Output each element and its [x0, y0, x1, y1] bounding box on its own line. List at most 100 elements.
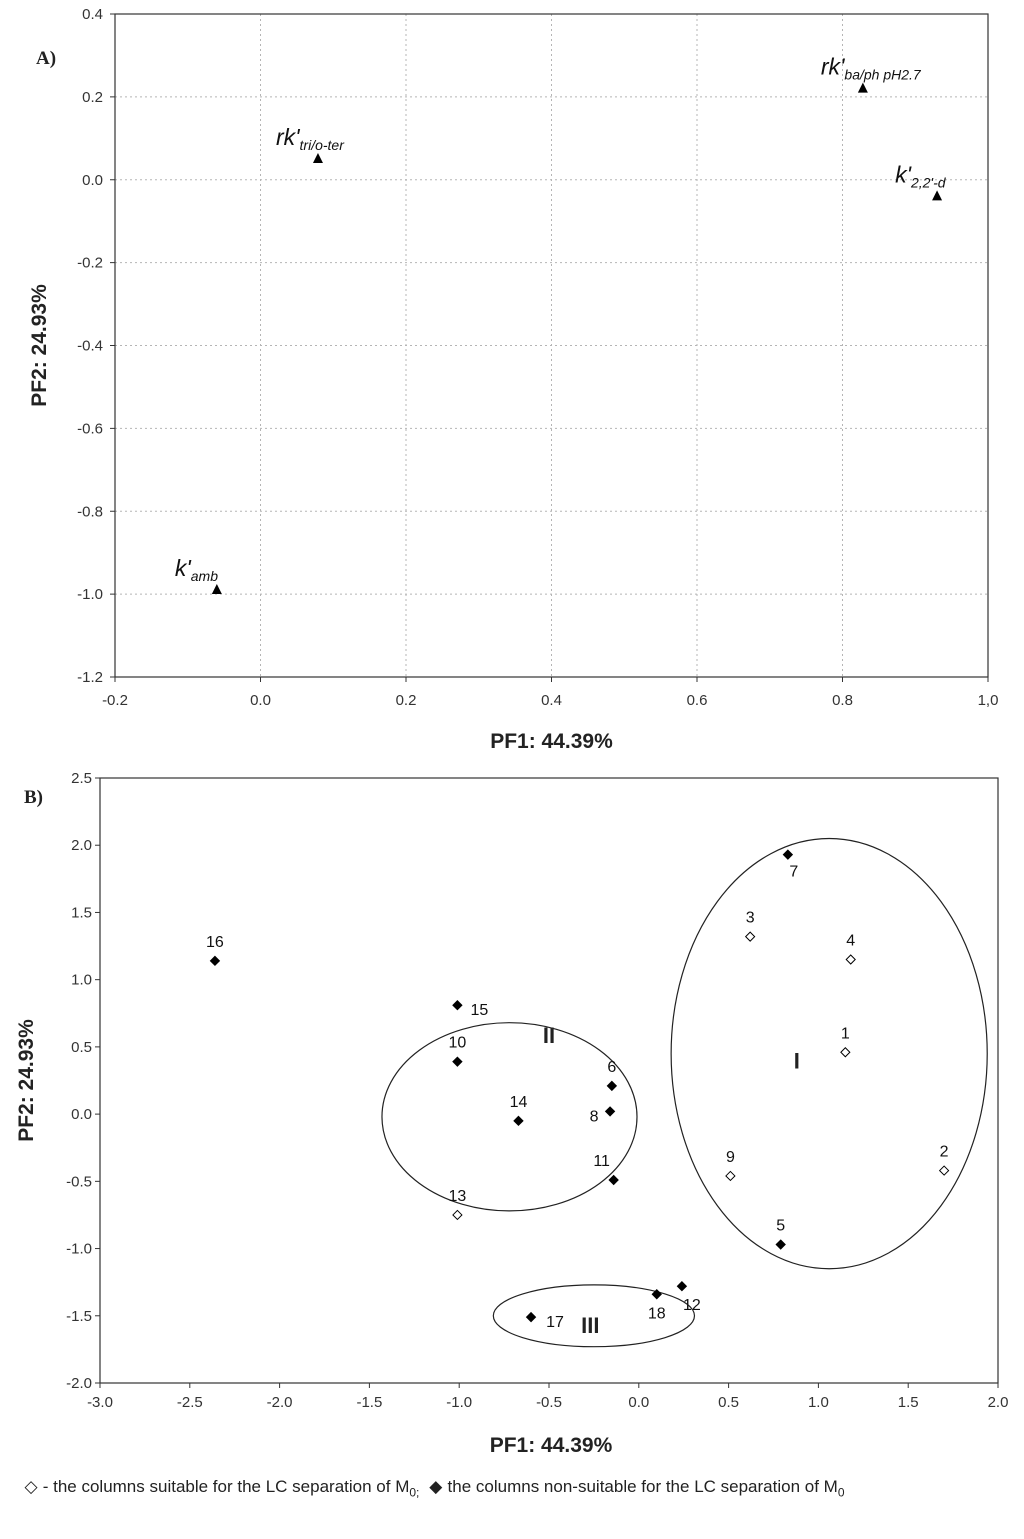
b-group-ellipse: [670, 837, 988, 1270]
b-point-label: 18: [648, 1305, 666, 1322]
b-filled-diamond-marker: [452, 1056, 463, 1067]
a-triangle-marker: [932, 190, 943, 201]
b-point-label: 3: [746, 910, 755, 927]
a-y-tick-label: -0.8: [77, 503, 103, 520]
b-x-tick-label: -2.5: [177, 1394, 203, 1411]
b-point-label: 6: [607, 1059, 616, 1076]
b-plot-frame: [99, 777, 999, 1384]
b-point-label: 11: [593, 1153, 610, 1170]
a-variable-sub: ba/ph pH2.7: [844, 67, 921, 83]
b-group-ellipse: [381, 1022, 638, 1212]
b-x-tick-label: 0.5: [718, 1394, 739, 1411]
b-filled-diamond-marker: [651, 1289, 662, 1300]
b-open-diamond-marker: [840, 1047, 851, 1058]
a-y-tick-label: -0.6: [77, 420, 103, 437]
a-variable-label: rk'ba/ph pH2.7: [821, 54, 922, 83]
a-y-tick-label: -1.2: [77, 669, 103, 686]
panel-b-label: B): [24, 787, 43, 808]
open-diamond-icon: ◇: [24, 1477, 38, 1496]
b-point-label: 16: [206, 934, 224, 951]
b-filled-diamond-marker: [606, 1080, 618, 1092]
b-filled-diamond-marker: [676, 1280, 688, 1292]
b-point-label: 7: [789, 864, 798, 881]
b-group-label: I: [794, 1048, 800, 1073]
b-point-label: 1: [841, 1025, 850, 1042]
b-y-tick-label: -1.5: [66, 1308, 92, 1325]
b-y-tick-label: 0.0: [71, 1106, 92, 1123]
b-filled-diamond-marker: [608, 1174, 619, 1186]
b-point-label: 17: [546, 1314, 564, 1331]
b-open-diamond-marker: [845, 954, 856, 965]
b-x-axis-label: PF1: 44.39%: [490, 1434, 613, 1457]
b-y-tick-label: 2.5: [71, 770, 92, 787]
b-x-tick-label: 1.5: [898, 1394, 919, 1411]
b-y-tick-label: -1.0: [66, 1241, 92, 1258]
b-point-label: 9: [726, 1149, 735, 1166]
b-point-label: 14: [510, 1094, 528, 1111]
a-y-tick-label: -1.0: [77, 586, 103, 603]
b-x-tick-label: -3.0: [87, 1394, 113, 1411]
b-y-tick-label: 2.0: [71, 837, 92, 854]
a-y-tick-label: -0.2: [77, 255, 103, 272]
b-filled-diamond-marker: [209, 955, 221, 967]
a-plot-frame: [114, 13, 989, 678]
b-group-label: III: [581, 1313, 599, 1338]
b-filled-diamond-marker: [452, 1000, 463, 1011]
a-variable-label: rk'tri/o-ter: [276, 124, 345, 153]
figure: -0.2 0.0 0.2 0.4 0.6 0.8 1,0 0.4 0.2 0.0 -0.2 -0.4 -…: [15, 6, 1008, 1457]
b-y-tick-label: -0.5: [66, 1173, 92, 1190]
b-point-label: 10: [449, 1035, 467, 1052]
legend-suitable-text: - the columns suitable for the LC separa…: [38, 1477, 410, 1496]
b-open-diamond-marker: [938, 1165, 950, 1176]
b-y-tick-label: 0.5: [71, 1039, 92, 1056]
a-variable-label: k'2,2'-d: [895, 161, 947, 190]
a-triangle-marker: [211, 583, 222, 594]
b-point-label: 5: [776, 1218, 785, 1235]
a-x-tick-label: 1,0: [978, 692, 999, 709]
a-x-tick-label: 0.6: [687, 692, 708, 709]
b-x-tick-label: -0.5: [536, 1394, 562, 1411]
b-point-label: 4: [846, 933, 855, 950]
b-x-tick-label: -1.5: [356, 1394, 382, 1411]
a-variable-sub: 2,2'-d: [910, 174, 947, 190]
b-filled-diamond-marker: [525, 1311, 537, 1323]
b-filled-diamond-marker: [782, 849, 794, 860]
a-x-tick-label: -0.2: [102, 692, 128, 709]
b-point-label: 12: [683, 1297, 701, 1314]
b-x-tick-label: -2.0: [267, 1394, 293, 1411]
a-triangle-marker: [312, 153, 323, 164]
b-point-label: 15: [471, 1002, 489, 1019]
a-variable-main: k': [895, 161, 913, 187]
b-x-tick-label: 2.0: [988, 1394, 1009, 1411]
panel-b-chart: -3.0 -2.5 -2.0 -1.5 -1.0 -0.5 0.0 0.5 1.0 1.5 2.0 2…: [15, 770, 1008, 1457]
b-point-label: 13: [449, 1188, 467, 1205]
legend-suitable-sub: 0;: [409, 1485, 420, 1500]
a-y-axis-label: PF2: 24.93%: [28, 284, 51, 407]
b-x-tick-label: 0.0: [628, 1394, 649, 1411]
legend-nonsuitable-text: the columns non-suitable for the LC sepa…: [442, 1477, 838, 1496]
a-variable-sub: amb: [191, 568, 218, 584]
a-x-tick-label: 0.8: [832, 692, 853, 709]
a-y-tick-label: 0.0: [82, 172, 103, 189]
legend-nonsuitable-sub: 0: [837, 1485, 845, 1500]
panel-a-chart: -0.2 0.0 0.2 0.4 0.6 0.8 1,0 0.4 0.2 0.0 -0.2 -0.4 -…: [28, 6, 998, 753]
b-point-label: 8: [590, 1108, 599, 1125]
filled-diamond-icon: ◆: [429, 1477, 443, 1496]
b-y-tick-label: 1.5: [71, 904, 92, 921]
a-variable-main: rk': [276, 124, 301, 150]
a-variable-main: k': [175, 555, 193, 581]
b-filled-diamond-marker: [604, 1106, 616, 1117]
a-y-tick-label: 0.2: [82, 89, 103, 106]
b-group-ellipse: [492, 1284, 696, 1348]
b-y-axis-label: PF2: 24.93%: [15, 1019, 38, 1142]
a-variable-main: rk': [821, 54, 846, 80]
a-x-tick-label: 0.4: [541, 692, 562, 709]
b-x-tick-label: 1.0: [808, 1394, 829, 1411]
b-filled-diamond-marker: [775, 1239, 786, 1250]
b-point-label: 2: [940, 1144, 949, 1161]
b-x-tick-label: -1.0: [446, 1394, 472, 1411]
a-triangle-marker: [857, 82, 868, 93]
b-open-diamond-marker: [452, 1209, 463, 1221]
b-group-label: II: [543, 1023, 555, 1048]
a-variable-label: k'amb: [175, 555, 218, 584]
